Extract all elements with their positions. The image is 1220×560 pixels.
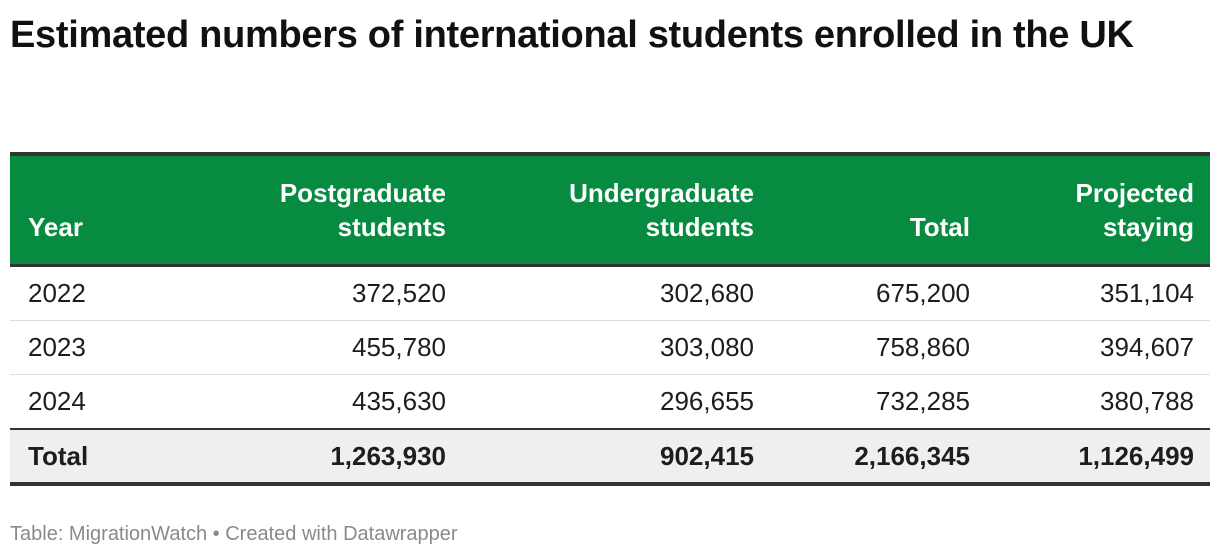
- table-row: 2022 372,520 302,680 675,200 351,104: [10, 265, 1210, 321]
- table-header: Year Postgraduate students Undergraduate s…: [10, 152, 1210, 267]
- total-cell: 902,415: [462, 428, 770, 486]
- cell: 394,607: [986, 320, 1210, 375]
- column-header: Undergraduate students: [462, 152, 770, 267]
- source-note: Table: MigrationWatch • Created with Dat…: [10, 523, 458, 545]
- total-label: Total: [10, 428, 200, 486]
- total-cell: 1,263,930: [200, 428, 462, 486]
- year-cell: 2023: [10, 320, 200, 375]
- cell: 302,680: [462, 265, 770, 321]
- cell: 303,080: [462, 320, 770, 375]
- cell: 675,200: [770, 265, 986, 321]
- data-table: Year Postgraduate students Undergraduate s…: [10, 152, 1210, 486]
- year-cell: 2022: [10, 265, 200, 321]
- year-cell: 2024: [10, 374, 200, 430]
- table-row: 2024 435,630 296,655 732,285 380,788: [10, 374, 1210, 430]
- title: Estimated numbers of international stude…: [10, 14, 1134, 56]
- cell: 380,788: [986, 374, 1210, 430]
- table-row: 2023 455,780 303,080 758,860 394,607: [10, 320, 1210, 375]
- cell: 758,860: [770, 320, 986, 375]
- header-row: Year Postgraduate students Undergraduate s…: [10, 152, 1210, 267]
- column-header: Total: [770, 152, 986, 267]
- cell: 372,520: [200, 265, 462, 321]
- column-header: Postgraduate students: [200, 152, 462, 267]
- total-cell: 1,126,499: [986, 428, 1210, 486]
- column-header: Year: [10, 152, 200, 267]
- table-body: 2022 372,520 302,680 675,200 351,104 2023 455,…: [10, 265, 1210, 486]
- total-cell: 2,166,345: [770, 428, 986, 486]
- cell: 455,780: [200, 320, 462, 375]
- cell: 732,285: [770, 374, 986, 430]
- total-row: Total 1,263,930 902,415 2,166,345 1,126,499: [10, 428, 1210, 486]
- cell: 435,630: [200, 374, 462, 430]
- cell: 296,655: [462, 374, 770, 430]
- column-header: Projected staying: [986, 152, 1210, 267]
- cell: 351,104: [986, 265, 1210, 321]
